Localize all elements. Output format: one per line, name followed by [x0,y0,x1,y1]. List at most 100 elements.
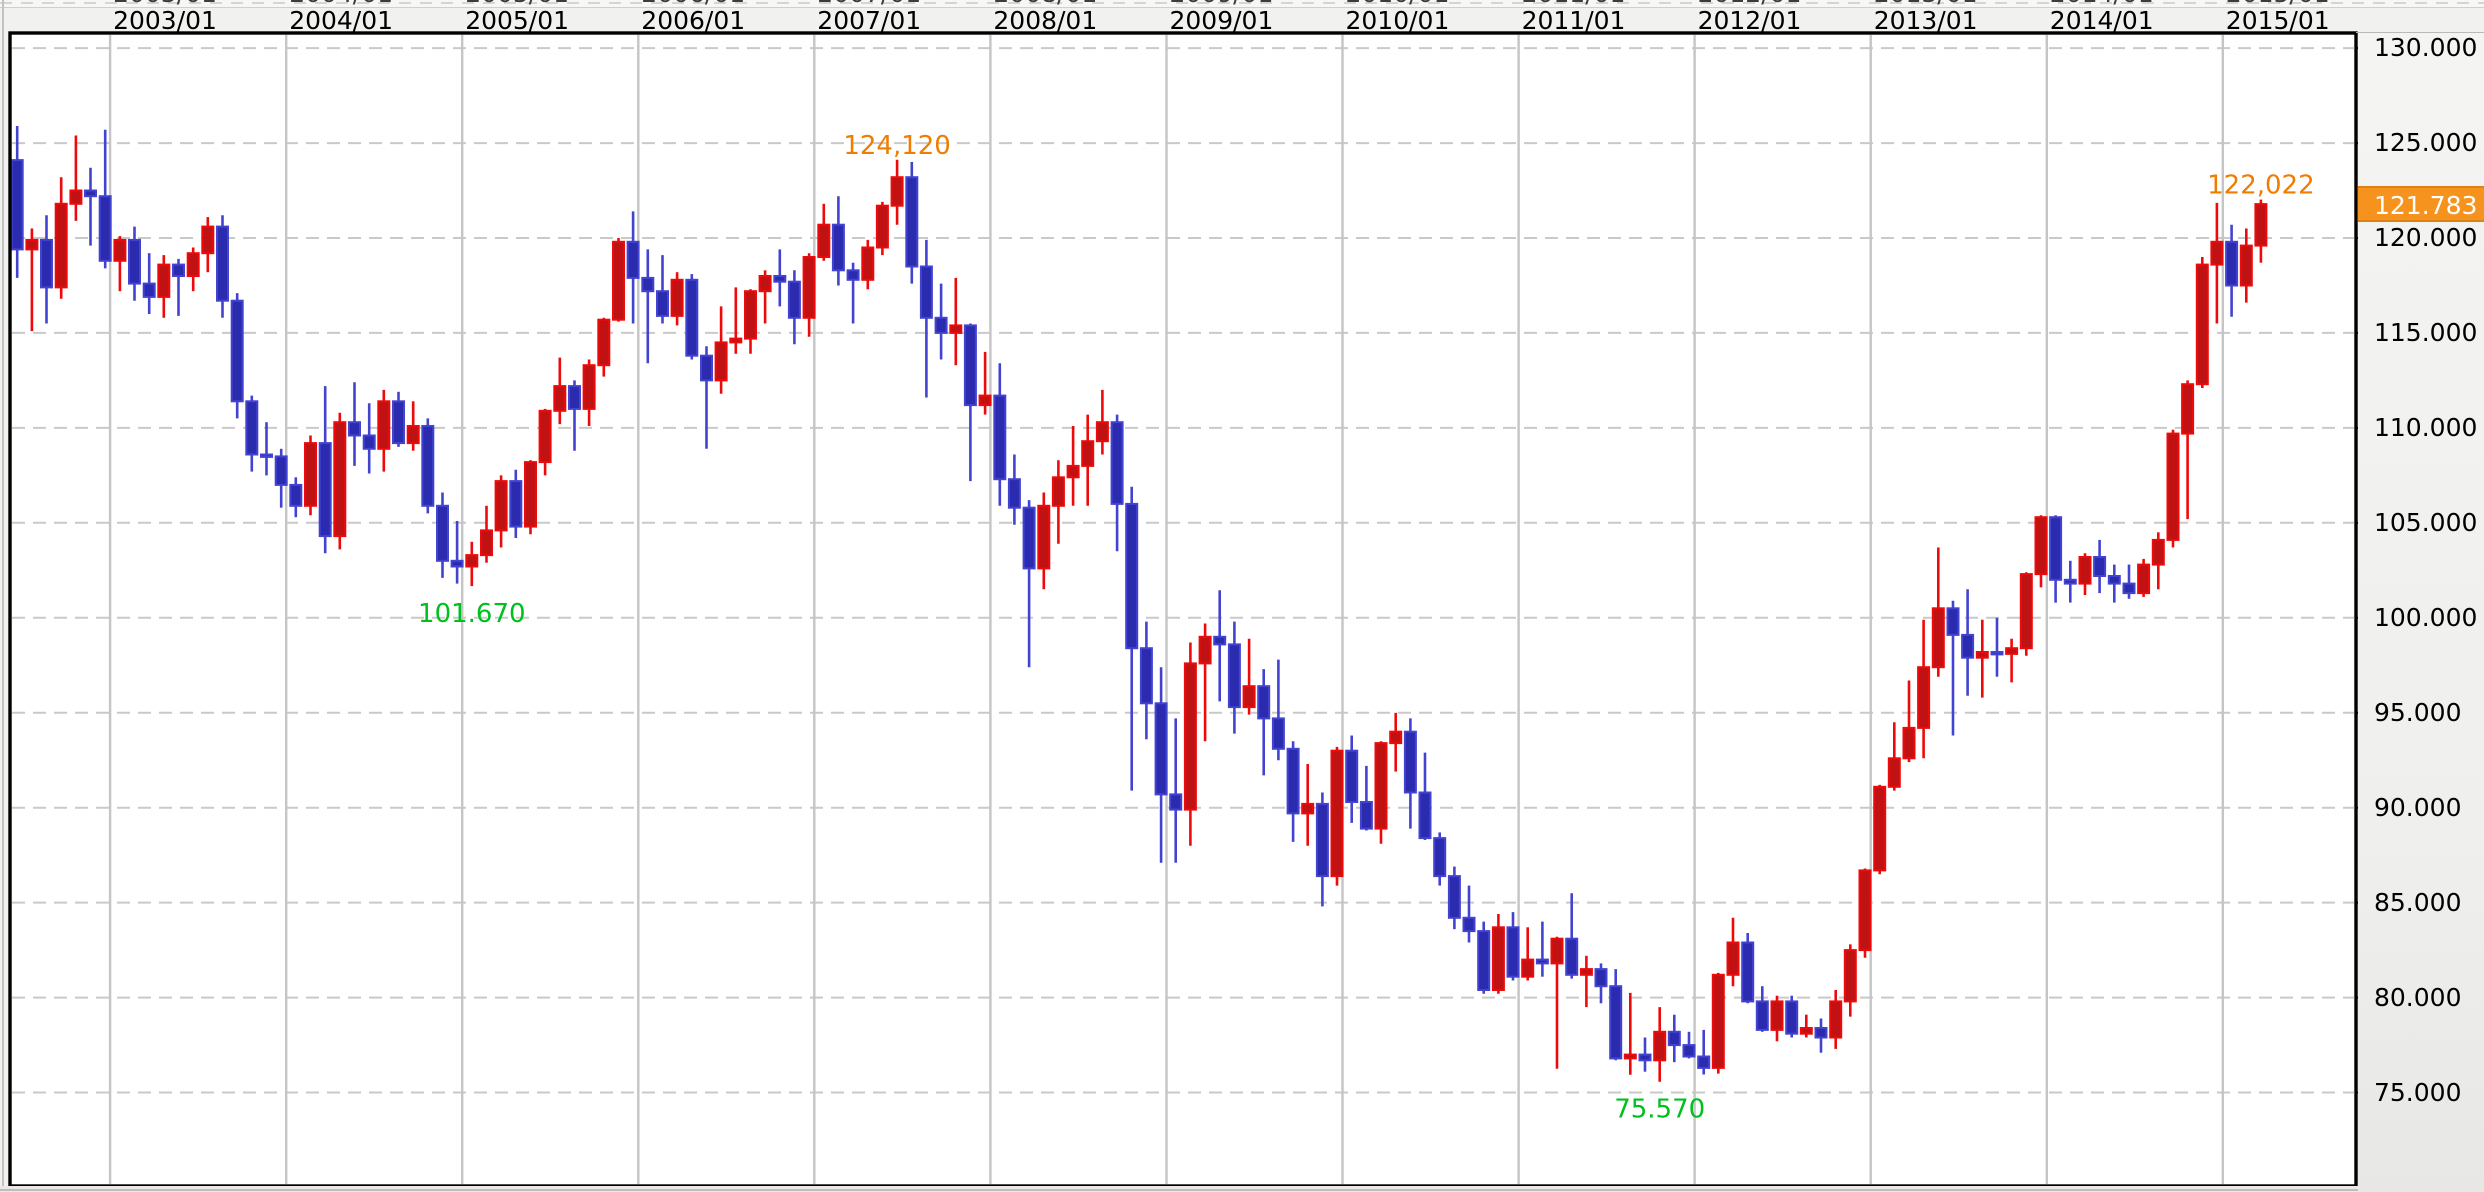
candle [846,262,860,324]
clipped-x-axis-label: 2003/01 [113,0,217,7]
clipped-x-axis-label: 2008/01 [993,0,1097,7]
clipped-x-axis-label: 2012/01 [1698,0,1802,7]
bottom-edge-line [0,1189,2358,1191]
candle [436,492,449,578]
candle [1961,589,1975,696]
candle [1213,590,1227,702]
candle [480,505,493,563]
candle [875,201,889,256]
candle [2122,564,2136,599]
candle [1198,623,1212,742]
candle [831,196,845,286]
clipped-x-axis-label: 2006/01 [641,0,745,7]
candle [1550,936,1564,1069]
candle [2019,572,2033,656]
x-axis-label: 2007/01 [817,6,922,35]
candle [2151,532,2165,590]
x-axis-label: 2013/01 [1873,6,1978,35]
candle [1301,764,1315,846]
candle [2063,560,2077,603]
candle [1081,414,1095,506]
clipped-x-axis-label: 2005/01 [465,0,569,7]
candle [553,357,567,425]
clipped-x-axis-label: 2013/01 [1874,0,1978,7]
y-axis-label: 80.000 [2374,982,2462,1012]
y-axis-label: 110.000 [2374,412,2478,442]
candle [1345,735,1359,823]
x-axis-label: 2006/01 [641,6,746,35]
candle [1506,912,1520,981]
candle [773,249,787,307]
candle [348,382,361,466]
y-axis-label: 85.000 [2374,887,2462,917]
candles-layer [10,126,2268,1082]
candle [1579,955,1593,1008]
candle [1154,667,1168,863]
candle [1667,1014,1681,1063]
candle [612,238,625,322]
candle [626,211,640,324]
x-axis-label: 2012/01 [1697,6,1802,35]
x-axis-label: 2004/01 [289,6,394,35]
candle [1271,659,1285,761]
candle [1418,752,1432,840]
annotation-low: 75.570 [1614,1095,1705,1125]
clipped-x-axis-label: 2004/01 [289,0,393,7]
candle [1051,460,1065,544]
candle [289,477,303,518]
x-axis-label: 2009/01 [1169,6,1274,35]
candle [1521,927,1535,981]
candle [69,135,83,221]
annotation-high: 122,022 [2207,171,2315,201]
candle [890,159,904,225]
candle [538,408,552,476]
candle [1653,1007,1667,1082]
candle [670,272,684,326]
candle [465,541,479,587]
clipped-x-axis-label: 2011/01 [1522,0,1626,7]
candle [201,217,215,273]
y-axis-label: 95.000 [2374,697,2462,727]
candle [1946,600,1960,736]
x-axis: 2003/01 2004/01 2005/01 2006/01 2007/01 2008/… [0,8,2484,33]
candle [2137,558,2151,597]
candle [2225,224,2239,317]
candle [333,412,347,550]
candle [1858,868,1872,958]
y-axis-label: 130.000 [2374,33,2478,63]
candle [1491,914,1505,994]
candle [2107,564,2121,603]
candle [1565,893,1579,979]
x-axis-label: 2005/01 [465,6,570,35]
candle [406,401,420,451]
candle [1227,621,1241,734]
x-axis-label: 2011/01 [1521,6,1626,35]
candle [656,255,669,324]
candle [392,391,405,447]
annotation-high: 124,120 [843,131,951,161]
candle [1682,1031,1696,1059]
window-edge-line [2,0,4,1192]
candle [1403,718,1417,829]
candle [817,203,831,261]
candle [1711,972,1725,1074]
candle [1594,963,1608,1004]
candle [758,270,772,324]
candle [949,277,963,366]
clipped-dashed-gridline [0,2,2484,4]
candle [40,215,53,324]
candle [186,247,200,292]
price-gridlines [12,47,2354,1094]
candle [524,460,537,535]
candle [260,422,273,476]
candle [1359,765,1373,831]
candle [216,215,229,318]
candle [1447,866,1461,930]
candle [1843,944,1857,1017]
candle [2049,515,2063,603]
candle [1389,712,1403,772]
candle [1623,992,1637,1075]
candle [597,317,611,377]
candle [1007,454,1021,525]
